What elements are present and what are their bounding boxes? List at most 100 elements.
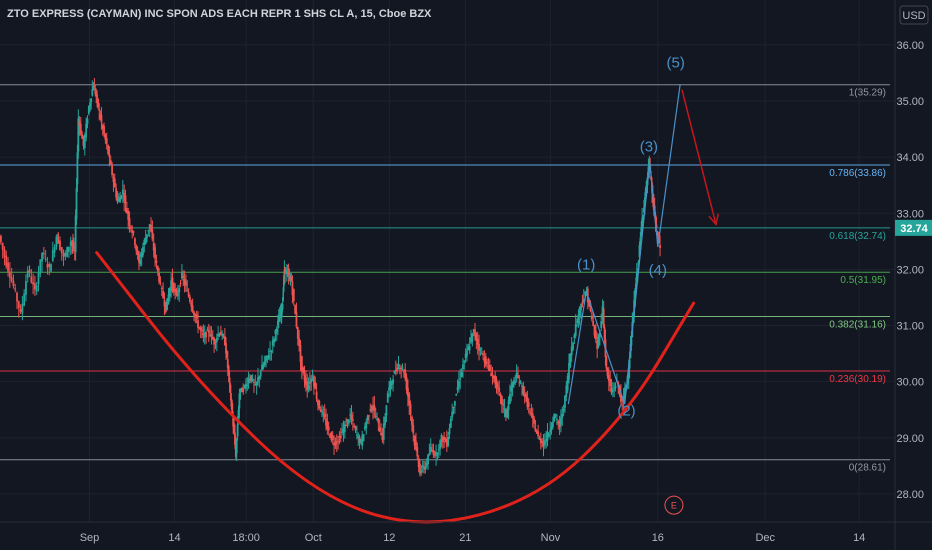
- candle-body: [271, 340, 274, 346]
- candle: [543, 433, 546, 449]
- candle: [215, 333, 218, 352]
- candle-body: [627, 369, 630, 380]
- candle-body: [314, 382, 317, 389]
- candle-body: [191, 305, 194, 312]
- candle: [233, 416, 235, 435]
- candle: [120, 194, 123, 200]
- candle-body: [120, 195, 123, 197]
- x-tick-label: 18:00: [232, 532, 260, 544]
- candle: [624, 382, 626, 399]
- candle: [48, 261, 51, 276]
- candle-body: [162, 290, 165, 299]
- candle-body: [37, 272, 40, 284]
- candle: [396, 363, 399, 375]
- candle-body: [643, 207, 645, 212]
- candle-body: [574, 324, 577, 336]
- candle-body: [267, 355, 270, 359]
- candle-body: [250, 375, 253, 382]
- candle-body: [506, 408, 509, 418]
- candle-body: [449, 418, 452, 428]
- candle: [179, 280, 182, 288]
- candle-body: [437, 449, 440, 451]
- currency-badge[interactable]: USD: [899, 5, 929, 25]
- candle: [156, 265, 159, 276]
- candle-body: [408, 393, 411, 406]
- candle: [209, 325, 212, 338]
- candle: [620, 384, 622, 407]
- candle: [30, 269, 33, 284]
- candle: [92, 82, 95, 91]
- candle: [116, 190, 119, 205]
- candle: [551, 416, 554, 430]
- candle: [170, 273, 173, 298]
- candle-body: [160, 287, 163, 289]
- candle-body: [346, 419, 349, 422]
- candle: [176, 285, 179, 300]
- candle-body: [576, 321, 578, 323]
- candle-body: [373, 405, 376, 411]
- candle-body: [645, 181, 648, 192]
- candle: [498, 380, 501, 397]
- candle: [564, 395, 566, 413]
- candle: [592, 312, 595, 327]
- candle: [440, 433, 443, 448]
- candle: [132, 230, 135, 237]
- candle-body: [121, 189, 124, 195]
- candle-body: [8, 271, 11, 279]
- candle-body: [537, 431, 540, 437]
- candle: [547, 432, 550, 438]
- candle-body: [78, 120, 81, 126]
- candle-body: [232, 417, 235, 427]
- candle-body: [656, 231, 659, 235]
- candle-body: [556, 418, 558, 420]
- candle: [424, 461, 427, 474]
- candle-body: [527, 402, 530, 407]
- candle-body: [476, 339, 479, 345]
- candle: [609, 371, 612, 392]
- candle-body: [266, 355, 269, 357]
- candle: [218, 332, 221, 338]
- candle-body: [255, 381, 258, 386]
- earnings-event-marker[interactable]: E: [664, 495, 684, 515]
- candle: [111, 161, 113, 178]
- y-tick-label: 30.00: [896, 377, 924, 389]
- candle: [147, 229, 150, 237]
- candle: [491, 366, 494, 385]
- candle: [210, 326, 213, 345]
- candle-body: [292, 289, 295, 302]
- candle-body: [533, 417, 535, 424]
- candle: [534, 419, 537, 432]
- candle-body: [456, 387, 459, 390]
- candle-body: [453, 401, 456, 406]
- candle-body: [124, 195, 127, 204]
- candle-body: [655, 224, 658, 228]
- candle: [659, 235, 661, 257]
- candle-body: [526, 397, 529, 408]
- candle: [163, 292, 166, 316]
- candle-body: [333, 443, 335, 446]
- candle-body: [452, 406, 455, 408]
- candle: [214, 339, 217, 350]
- candle-body: [460, 372, 463, 377]
- candle-body: [92, 86, 95, 91]
- candle-body: [186, 289, 189, 291]
- candle-body: [270, 350, 273, 352]
- candle: [250, 374, 253, 384]
- projection-arrow-head: [708, 213, 719, 227]
- candle: [421, 460, 424, 473]
- candle-body: [185, 281, 187, 286]
- candle: [349, 408, 352, 423]
- candle: [53, 244, 56, 258]
- candle-body: [355, 434, 358, 436]
- candle: [531, 407, 534, 428]
- candle-body: [66, 247, 69, 257]
- candle-body: [491, 374, 494, 376]
- candle-body: [5, 255, 8, 267]
- candle: [428, 443, 431, 456]
- candle-body: [155, 260, 158, 264]
- candle: [191, 298, 194, 314]
- currency-label: USD: [902, 10, 925, 22]
- candle-body: [44, 258, 47, 260]
- candle-body: [331, 435, 334, 440]
- candle: [333, 435, 335, 455]
